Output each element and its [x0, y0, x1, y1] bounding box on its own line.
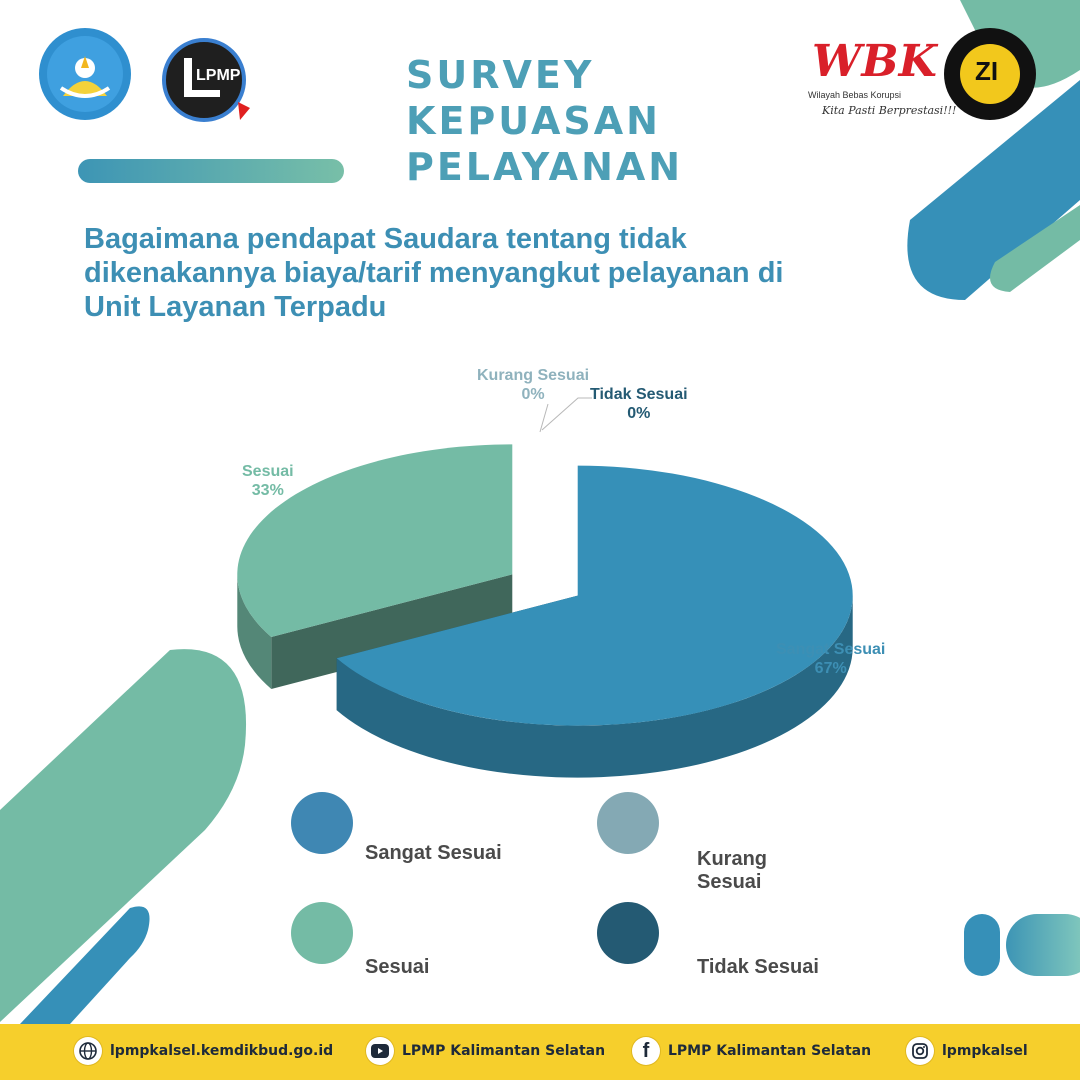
deco-bar-right-green [990, 205, 1080, 292]
data-label-sangat-sesuai: Sangat Sesuai 67% [776, 640, 885, 678]
deco-bar-left-green [0, 649, 247, 1022]
pie-slice-sangat-sesuai-side-0 [336, 595, 853, 778]
footer-facebook-text: LPMP Kalimantan Selatan [668, 1043, 872, 1059]
footer-youtube-text: LPMP Kalimantan Selatan [402, 1043, 606, 1059]
deco-pill-gradient [1006, 914, 1080, 976]
data-label-kurang-sesuai-name: Kurang Sesuai [477, 367, 590, 384]
lpmp-logo-text: LPMP [196, 67, 241, 84]
footer-bar [0, 1024, 1080, 1080]
legend-dot-sesuai [291, 902, 353, 964]
legend-label-kurang-sesuai: Kurang Sesuai [697, 848, 767, 893]
pie-slice-sesuai-side-0 [237, 574, 272, 689]
data-label-tidak-sesuai-name: Tidak Sesuai [590, 386, 688, 403]
data-label-sesuai-value: 33% [251, 482, 284, 499]
leader-line-tidak-sesuai [541, 397, 592, 431]
wbk-logo: WBK Wilayah Bebas Korupsi Kita Pasti Ber… [806, 36, 956, 126]
legend-dot-sangat-sesuai [291, 792, 353, 854]
footer-website-link[interactable]: lpmpkalsel.kemdikbud.go.id [74, 1036, 333, 1066]
legend-dot-kurang-sesuai [597, 792, 659, 854]
globe-icon [74, 1037, 102, 1065]
data-label-tidak-sesuai: Tidak Sesuai 0% [590, 385, 688, 423]
data-label-sesuai-name: Sesuai [242, 463, 294, 480]
legend-label-sesuai: Sesuai [365, 956, 430, 978]
title-line-1: SURVEY [406, 53, 595, 97]
facebook-icon: f [632, 1037, 660, 1065]
legend-label-tidak-sesuai: Tidak Sesuai [697, 956, 819, 978]
survey-question: Bagaimana pendapat Saudara tentang tidak… [84, 222, 884, 324]
wbk-logo-slogan: Kita Pasti Berprestasi!!! [822, 104, 957, 117]
footer-instagram-text: lpmpkalsel [942, 1043, 1028, 1059]
question-line-3: Unit Layanan Terpadu [84, 291, 387, 323]
pie-slice-sangat-sesuai [336, 465, 853, 778]
legend-dot-tidak-sesuai [597, 902, 659, 964]
wbk-logo-text: WBK [812, 36, 937, 87]
question-line-2: dikenakannya biaya/tarif menyangkut pela… [84, 257, 784, 289]
lpmp-logo-graphic [162, 38, 250, 122]
lpmp-logo: LPMP [146, 24, 256, 134]
deco-bar-right-blue [907, 80, 1080, 300]
page-title: SURVEY KEPUASAN PELAYANAN [406, 52, 683, 190]
data-label-kurang-sesuai: Kurang Sesuai 0% [477, 366, 589, 404]
instagram-icon [906, 1037, 934, 1065]
pie-slice-sesuai-wall-0 [271, 574, 513, 689]
question-line-1: Bagaimana pendapat Saudara tentang tidak [84, 223, 687, 255]
data-label-sangat-sesuai-name: Sangat Sesuai [776, 641, 886, 658]
data-label-sesuai: Sesuai 33% [242, 462, 294, 500]
data-label-tidak-sesuai-value: 0% [627, 405, 651, 422]
kemdikbud-logo [36, 26, 134, 122]
footer-instagram-link[interactable]: lpmpkalsel [906, 1036, 1028, 1066]
leader-line-kurang-sesuai [539, 403, 549, 433]
deco-pill-blue [964, 914, 1000, 976]
data-label-sangat-sesuai-value: 67% [814, 660, 847, 677]
title-underline-bar [78, 159, 344, 183]
zona-integritas-logo: ZI [942, 26, 1040, 122]
kemdikbud-logo-graphic [39, 28, 131, 120]
title-line-2: KEPUASAN [406, 99, 661, 143]
wbk-logo-sub: Wilayah Bebas Korupsi [808, 90, 902, 100]
pie-slice-sesuai-top [237, 444, 513, 637]
footer-youtube-link[interactable]: LPMP Kalimantan Selatan [366, 1036, 605, 1066]
pie-slice-sesuai [237, 444, 513, 689]
footer-facebook-link[interactable]: f LPMP Kalimantan Selatan [632, 1036, 871, 1066]
legend-label-sangat-sesuai: Sangat Sesuai [365, 842, 502, 864]
pie-slice-sangat-sesuai-top [336, 465, 853, 726]
youtube-icon [366, 1037, 394, 1065]
footer-website-text: lpmpkalsel.kemdikbud.go.id [110, 1043, 334, 1059]
title-line-3: PELAYANAN [406, 145, 684, 189]
deco-bar-left-blue [20, 906, 150, 1024]
zi-logo-graphic [944, 28, 1036, 120]
data-label-kurang-sesuai-value: 0% [521, 386, 545, 403]
zi-logo-text: ZI [975, 56, 999, 86]
